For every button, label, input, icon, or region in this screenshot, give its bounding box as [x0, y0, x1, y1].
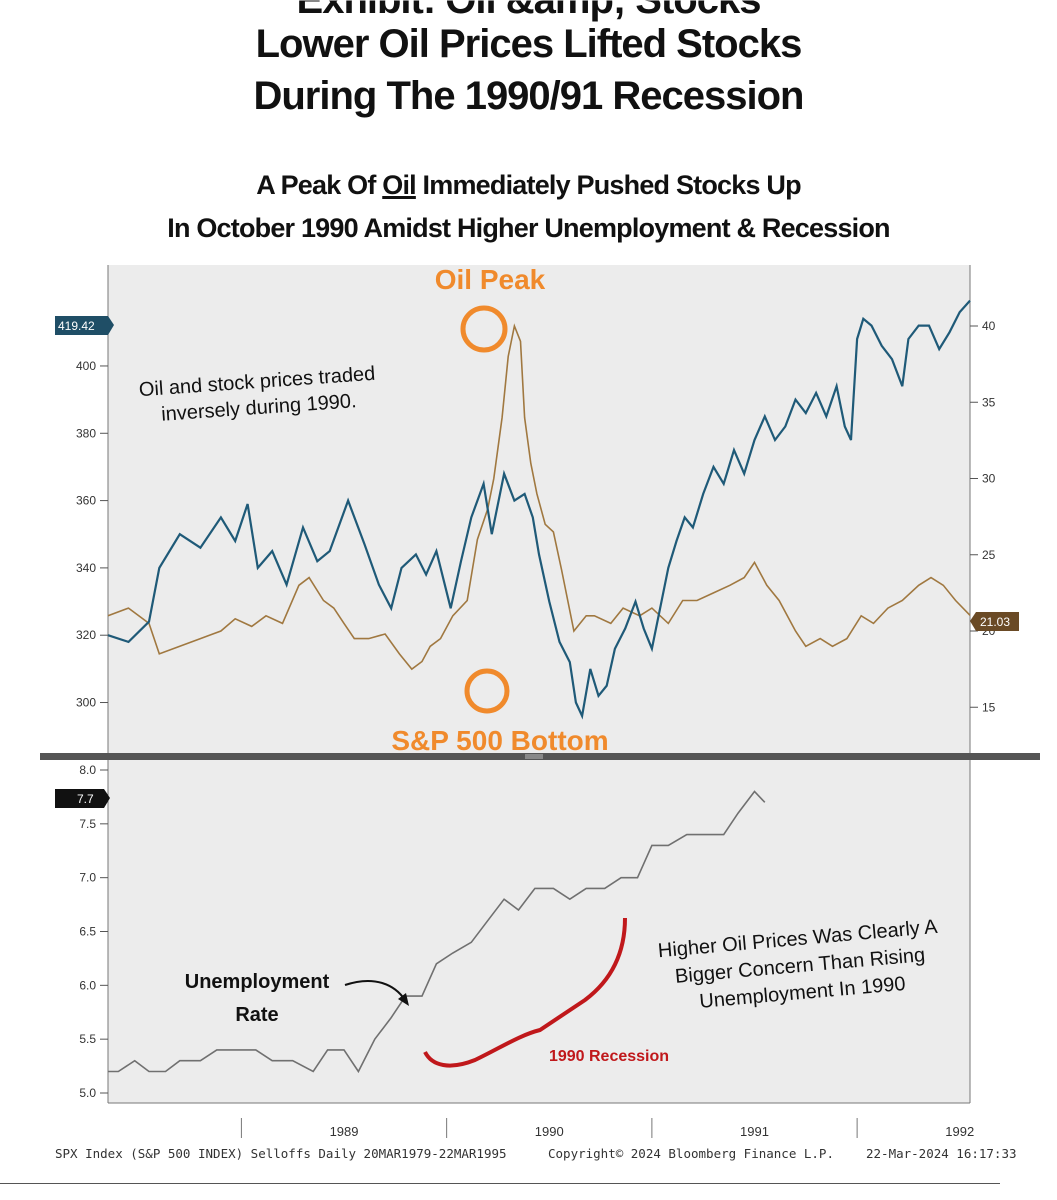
spx-series-line	[107, 299, 971, 720]
x-tick-label: 1991	[740, 1124, 769, 1139]
title-line-1: Lower Oil Prices Lifted Stocks	[255, 22, 803, 66]
oil-price-series-line	[107, 323, 971, 671]
x-tick-label: 1989	[330, 1124, 359, 1139]
left-tick-label: 300	[76, 696, 96, 710]
x-tick-label: 1990	[535, 1124, 564, 1139]
left-tick-label: 380	[76, 426, 96, 440]
right-tick-label: 30	[982, 472, 996, 486]
unemployment-tick-label: 8.0	[79, 763, 96, 777]
spx-bottom-label: S&P 500 Bottom	[391, 725, 608, 756]
oil-peak-circle	[460, 305, 508, 353]
left-tick-label: 340	[76, 561, 96, 575]
title-line-partial: Exhibit: Oil &amp; Stocks	[296, 0, 762, 23]
unemployment-tick-label: 7.0	[79, 871, 96, 885]
unemployment-tick-label: 6.0	[79, 978, 96, 992]
footer-source: SPX Index (S&P 500 INDEX) Selloffs Daily…	[55, 1146, 507, 1161]
x-tick-label: 1992	[945, 1124, 974, 1139]
left-tick-label: 360	[76, 494, 96, 508]
right-tick-label: 40	[982, 319, 996, 333]
unemployment-series-line	[108, 790, 766, 1074]
panel-separator-grip	[525, 754, 543, 759]
unemployment-tick-label: 5.0	[79, 1086, 96, 1100]
bottom-rule	[0, 1183, 1000, 1184]
spx-last-value: 419.42	[58, 319, 95, 333]
unemployment-tick-label: 5.5	[79, 1032, 96, 1046]
unemployment-label-line-2: Rate	[235, 1004, 278, 1026]
oil-peak-label: Oil Peak	[435, 264, 546, 295]
upper-left-axis-ticks: 300 320 340 360 380 400	[76, 359, 108, 710]
unemployment-tick-label: 7.5	[79, 817, 96, 831]
lower-panel-background	[108, 760, 970, 1103]
x-axis-ticks: 1989 1990 1991 1992	[240, 1118, 974, 1139]
unemployment-last-value-badge: 7.7	[55, 789, 110, 808]
right-tick-label: 15	[982, 700, 996, 714]
chart-subtitle-line-1: A Peak Of Oil Immediately Pushed Stocks …	[256, 170, 801, 200]
oil-last-value-badge: 21.03	[970, 612, 1019, 631]
footer-timestamp: 22-Mar-2024 16:17:33	[866, 1146, 1017, 1161]
right-tick-label: 25	[982, 548, 996, 562]
left-tick-label: 400	[76, 359, 96, 373]
unemployment-arrow	[344, 980, 406, 1001]
right-tick-label: 35	[982, 395, 996, 409]
title-line-2: During The 1990/91 Recession	[253, 74, 804, 118]
footer-copyright: Copyright© 2024 Bloomberg Finance L.P.	[548, 1146, 834, 1161]
lower-axis-ticks: 5.0 5.5 6.0 6.5 7.0 7.5 8.0	[79, 763, 108, 1100]
upper-right-axis-ticks: 152025303540	[970, 319, 996, 714]
unemployment-arrow-head	[398, 993, 409, 1006]
left-tick-label: 320	[76, 628, 96, 642]
chart-subtitle-line-2: In October 1990 Amidst Higher Unemployme…	[167, 213, 890, 243]
unemployment-tick-label: 6.5	[79, 925, 96, 939]
spx-bottom-circle	[464, 668, 510, 714]
recession-brace	[423, 917, 627, 1068]
unemployment-last-value: 7.7	[77, 792, 94, 806]
upper-panel-background	[108, 265, 970, 753]
unemployment-label-line-1: Unemployment	[185, 971, 330, 993]
oil-last-value: 21.03	[980, 615, 1010, 629]
recession-label: 1990 Recession	[549, 1048, 669, 1065]
spx-last-value-badge: 419.42	[55, 316, 114, 335]
